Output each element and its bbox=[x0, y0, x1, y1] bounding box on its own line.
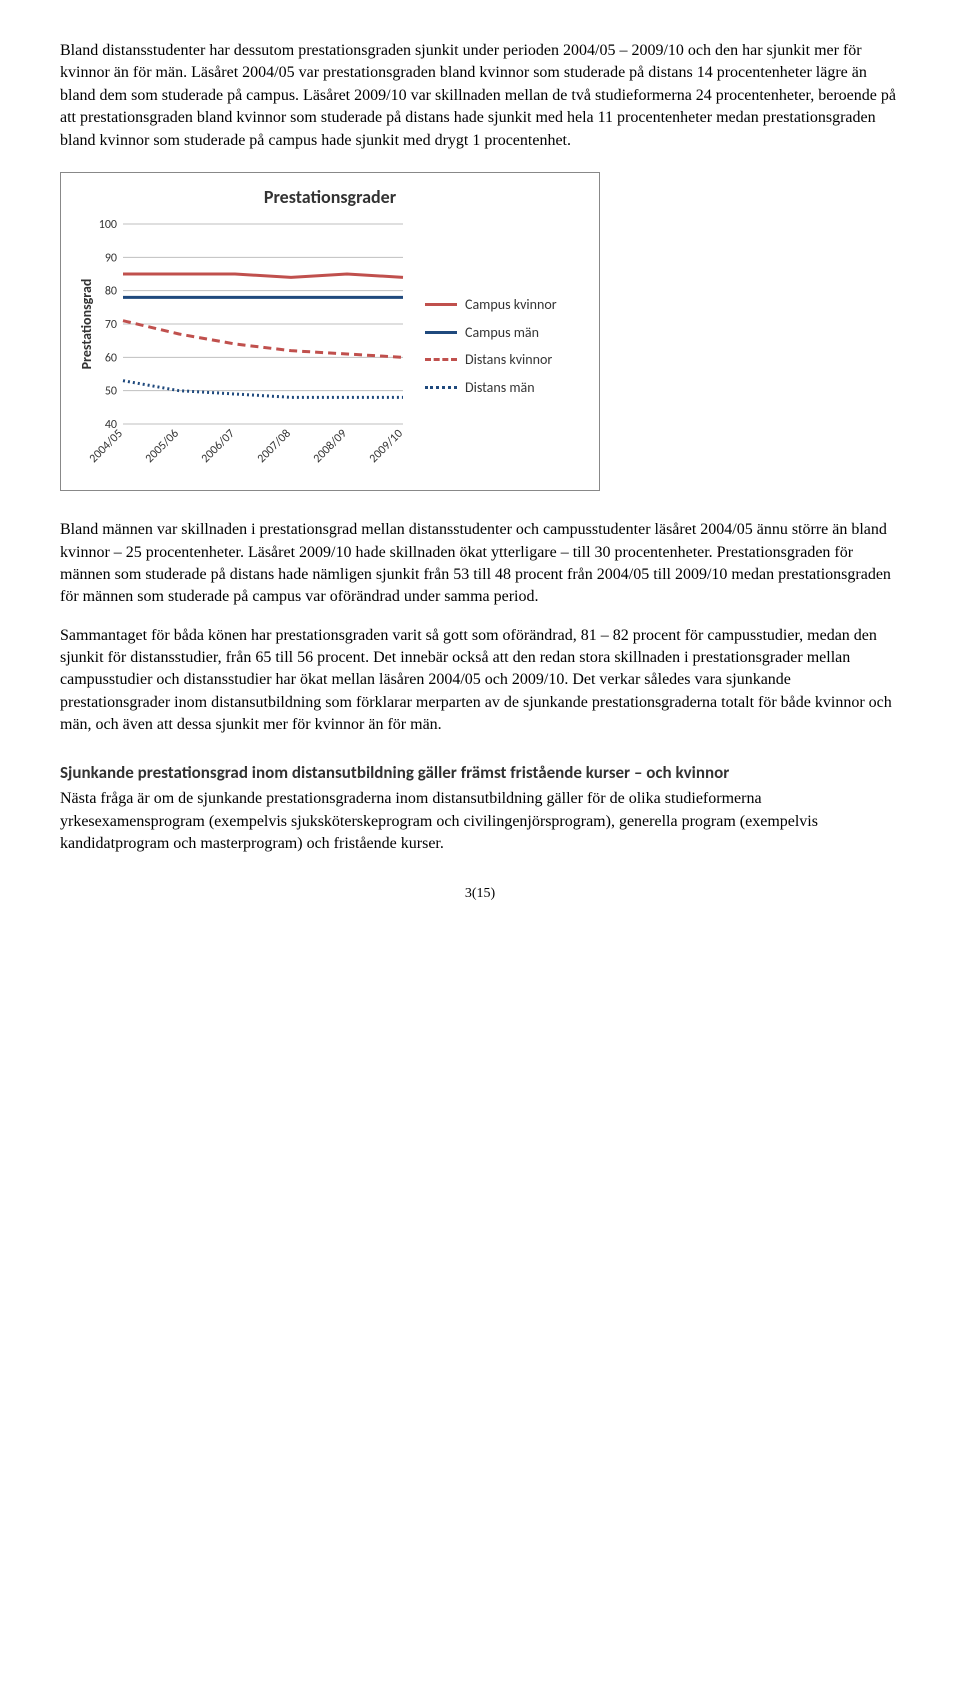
legend-item: Distans män bbox=[425, 378, 557, 398]
page-number: 3(15) bbox=[60, 884, 900, 904]
chart-title: Prestationsgrader bbox=[77, 185, 583, 210]
svg-text:60: 60 bbox=[105, 351, 117, 365]
intro-paragraph: Bland distansstudenter har dessutom pres… bbox=[60, 40, 900, 152]
chart-legend: Campus kvinnor Campus män Distans kvinnor D… bbox=[425, 287, 557, 405]
legend-label: Distans kvinnor bbox=[465, 350, 552, 370]
legend-label: Campus kvinnor bbox=[465, 295, 557, 315]
legend-swatch bbox=[425, 386, 457, 389]
body-paragraph-4: Nästa fråga är om de sjunkande prestatio… bbox=[60, 788, 900, 855]
section-heading: Sjunkande prestationsgrad inom distansut… bbox=[60, 761, 900, 785]
body-paragraph-3: Sammantaget för båda könen har prestatio… bbox=[60, 625, 900, 737]
legend-item: Distans kvinnor bbox=[425, 350, 557, 370]
svg-text:90: 90 bbox=[105, 251, 117, 265]
svg-text:70: 70 bbox=[105, 318, 117, 332]
legend-label: Distans män bbox=[465, 378, 535, 398]
legend-swatch bbox=[425, 303, 457, 306]
svg-text:2008/09: 2008/09 bbox=[311, 427, 350, 466]
svg-text:2006/07: 2006/07 bbox=[199, 427, 238, 466]
svg-text:80: 80 bbox=[105, 285, 117, 299]
legend-item: Campus kvinnor bbox=[425, 295, 557, 315]
legend-swatch bbox=[425, 331, 457, 334]
svg-text:2009/10: 2009/10 bbox=[367, 427, 406, 466]
body-paragraph-2: Bland männen var skillnaden i prestation… bbox=[60, 519, 900, 609]
svg-text:2007/08: 2007/08 bbox=[255, 427, 294, 466]
svg-text:50: 50 bbox=[105, 385, 117, 399]
svg-text:2005/06: 2005/06 bbox=[143, 427, 182, 466]
line-chart-svg: 4050607080901002004/052005/062006/072007… bbox=[77, 218, 409, 474]
svg-text:100: 100 bbox=[99, 218, 117, 232]
svg-text:Prestationsgrad: Prestationsgrad bbox=[78, 279, 95, 370]
prestationsgrader-chart: Prestationsgrader 4050607080901002004/05… bbox=[60, 172, 600, 491]
legend-item: Campus män bbox=[425, 323, 557, 343]
legend-label: Campus män bbox=[465, 323, 539, 343]
svg-text:2004/05: 2004/05 bbox=[87, 427, 126, 466]
legend-swatch bbox=[425, 358, 457, 361]
